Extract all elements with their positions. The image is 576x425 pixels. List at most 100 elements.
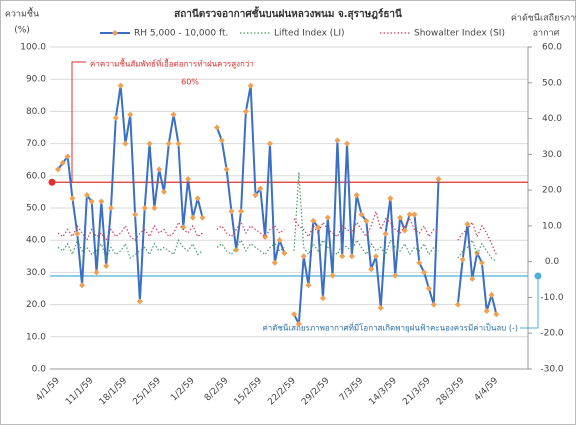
marker — [238, 208, 245, 215]
chart-title: สถานีตรวจอากาศชั้นบนฝนหลวงพนม จ.สุราษฎร์… — [174, 6, 402, 20]
y-tick-label: 20.0 — [26, 300, 46, 310]
annotation-arrow — [71, 61, 86, 183]
marker — [483, 308, 490, 315]
marker — [430, 301, 437, 308]
marker — [146, 140, 153, 147]
marker — [300, 253, 307, 260]
marker — [160, 188, 167, 195]
marker — [401, 227, 408, 234]
marker — [344, 140, 351, 147]
marker — [363, 217, 370, 224]
line — [293, 172, 439, 256]
marker — [281, 250, 288, 257]
marker — [175, 140, 182, 147]
marker — [305, 282, 312, 289]
marker — [266, 140, 273, 147]
marker — [358, 211, 365, 218]
marker — [83, 192, 90, 199]
y-tick-label: 40.0 — [26, 236, 46, 246]
marker — [252, 192, 259, 199]
marker — [271, 259, 278, 266]
marker — [141, 205, 148, 211]
marker — [199, 214, 206, 221]
marker — [368, 266, 375, 273]
y2-tick-label: -30.0 — [540, 365, 564, 375]
legend-label: Showalter Index (SI) — [414, 29, 505, 39]
y2-tick-label: 40.0 — [542, 114, 562, 124]
y2-tick-label: 20.0 — [542, 186, 562, 196]
annotation: ค่าความชื้นสัมพัทธ์ที่เอื้อต่อการทำฝนควร… — [90, 58, 254, 70]
marker — [213, 124, 220, 131]
y-tick-label: 50.0 — [26, 204, 46, 214]
line — [57, 238, 203, 260]
marker — [377, 304, 384, 311]
y2-tick-label: 10.0 — [542, 221, 562, 231]
annotation: ค่าดัชนีเสถียรภาพอากาศที่มีโอกาสเกิดพายุ… — [262, 322, 518, 333]
marker — [194, 195, 201, 202]
marker — [459, 256, 466, 263]
marker — [64, 153, 71, 160]
marker — [324, 214, 331, 221]
line — [57, 221, 203, 242]
legend-marker — [112, 30, 118, 36]
marker — [435, 176, 442, 183]
marker — [387, 195, 394, 202]
y-tick-label: 90.0 — [26, 75, 46, 85]
y2-tick-label: 60.0 — [542, 43, 562, 53]
legend-label: RH 5,000 - 10,000 ft. — [134, 29, 228, 39]
marker — [107, 205, 114, 211]
y2-tick-label: -20.0 — [540, 329, 564, 339]
marker — [397, 214, 404, 221]
marker — [88, 198, 95, 205]
marker — [55, 166, 61, 173]
marker — [218, 137, 225, 144]
marker — [228, 208, 235, 215]
marker — [117, 82, 124, 89]
marker — [469, 275, 476, 282]
marker — [136, 298, 143, 305]
reference-dot — [48, 178, 56, 186]
line — [457, 238, 497, 263]
marker — [276, 237, 283, 244]
marker — [170, 111, 177, 118]
y-tick-label: 70.0 — [26, 139, 46, 149]
marker — [421, 269, 428, 276]
marker — [79, 282, 86, 289]
line — [457, 220, 497, 255]
marker — [416, 259, 423, 266]
marker — [93, 269, 100, 276]
marker — [291, 311, 298, 318]
marker — [406, 211, 413, 218]
y-axis-label: (%) — [14, 26, 30, 36]
legend-label: Lifted Index (LI) — [274, 29, 345, 39]
marker — [493, 311, 500, 318]
marker — [329, 272, 336, 279]
marker — [112, 114, 119, 121]
y2-tick-label: 50.0 — [542, 78, 562, 88]
marker — [223, 166, 230, 173]
marker — [156, 166, 163, 173]
y2-tick-label: 0.0 — [545, 257, 560, 267]
marker — [98, 198, 105, 205]
y-tick-label: 80.0 — [26, 107, 46, 117]
marker — [295, 320, 302, 327]
marker — [464, 221, 471, 228]
marker — [189, 214, 196, 221]
marker — [411, 211, 418, 218]
marker — [242, 108, 249, 115]
y-tick-label: 30.0 — [26, 268, 46, 278]
y2-tick-label: 30.0 — [542, 150, 562, 160]
annotation: 60% — [181, 78, 199, 87]
marker — [185, 176, 192, 183]
marker — [127, 111, 134, 118]
y2-tick-label: -10.0 — [540, 293, 564, 303]
y2-axis-label: อากาศ — [533, 29, 560, 39]
marker — [257, 185, 264, 192]
marker — [425, 285, 432, 292]
marker — [165, 140, 172, 147]
marker — [392, 272, 399, 279]
marker — [233, 246, 240, 253]
marker — [339, 253, 346, 260]
marker — [180, 224, 187, 231]
